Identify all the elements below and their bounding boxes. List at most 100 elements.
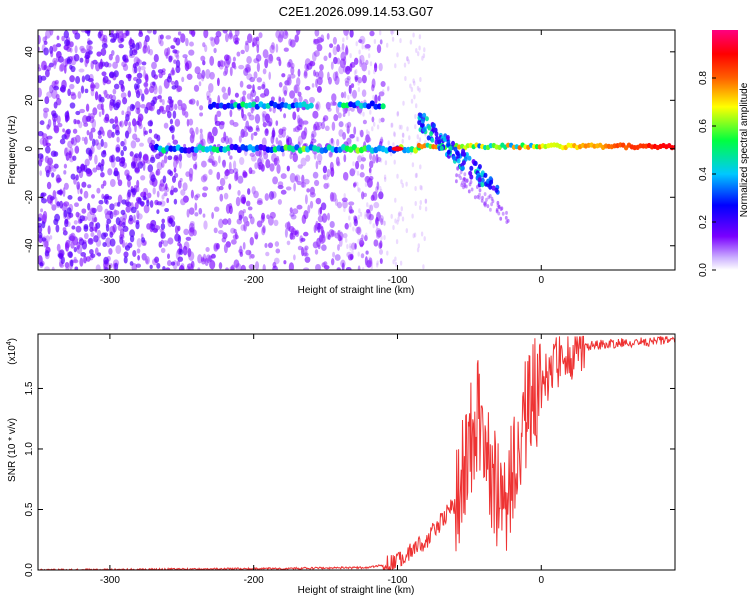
spectrogram-cell (376, 181, 380, 191)
spectrogram-cell (343, 154, 347, 163)
spectrogram-cell (403, 62, 407, 68)
spectrogram-cell (194, 66, 201, 75)
spectrogram-cell (380, 218, 384, 226)
spectrogram-cell (134, 201, 139, 210)
spectrogram-cell (462, 176, 466, 181)
spectrogram-cell (365, 262, 368, 268)
spectrogram-cell (361, 234, 364, 240)
spectrogram-cell (463, 172, 467, 177)
spectrogram-cell (367, 70, 371, 76)
spectrogram-cell (473, 160, 478, 166)
spectrogram-cell (353, 126, 357, 135)
spectrogram-cell (43, 107, 50, 113)
spectrogram-cell (485, 197, 488, 202)
spectrogram-cell (153, 85, 158, 95)
spectrogram-x-label: Height of straight line (km) (298, 285, 415, 296)
spectrogram-cell (368, 213, 374, 221)
spectrogram-cell (430, 137, 435, 143)
spectrogram-cell (462, 185, 465, 190)
spectrogram-cell (134, 122, 137, 133)
spectrogram-cell (217, 60, 221, 68)
spectrogram-cell (354, 243, 357, 250)
spectrogram-cell (115, 217, 121, 226)
spectrogram-cell (127, 189, 132, 198)
spectrogram-cell (422, 127, 426, 133)
spectrogram-cell (135, 107, 141, 115)
spectrogram-cell (47, 225, 51, 235)
spectrogram-cell (325, 101, 331, 110)
spectrogram-cell (80, 48, 87, 54)
spectrogram-cell (244, 125, 248, 132)
spectrogram-cell (323, 115, 329, 122)
spectrogram-cell (286, 165, 290, 172)
spectrogram-cell (92, 167, 98, 173)
spectrogram-cell (102, 34, 108, 43)
spectrogram-cell (112, 61, 118, 69)
spectrogram-cell (345, 35, 349, 41)
spectrogram-cell (48, 62, 54, 68)
spectrogram-cell (202, 42, 206, 48)
spectrogram-cell (315, 197, 322, 205)
spectrogram-cell (340, 91, 345, 99)
spectrogram-cell (390, 213, 393, 219)
spectrogram-cell (306, 188, 311, 193)
spectrogram-cell (355, 69, 358, 74)
spectrogram-cell (418, 137, 422, 143)
spectrogram-cell (342, 37, 345, 43)
spectrogram-cell (118, 43, 124, 49)
spectrogram-cell (43, 64, 47, 70)
spectrogram-cell (343, 30, 350, 37)
spectrogram-cell (343, 56, 347, 66)
spectrogram-cell (355, 136, 359, 142)
spectrogram-cell (198, 81, 202, 87)
spectrogram-cell (354, 76, 358, 83)
spectrogram-cell (254, 113, 261, 124)
spectrogram-cell (295, 229, 300, 238)
snr-x-ticks: -300 -200 -100 0 (100, 334, 544, 586)
spectrogram-cell (156, 108, 161, 115)
spectrogram-cell (355, 226, 361, 234)
spectrogram-cell (263, 152, 269, 160)
spectrogram-cell (104, 89, 108, 99)
spectrogram-cell (396, 111, 399, 117)
spectrogram-cell (368, 204, 371, 210)
spectrogram-cell (126, 175, 133, 181)
spectrogram-cell (72, 155, 77, 161)
spectrogram-cell (121, 221, 126, 228)
spectrogram-cell (120, 156, 126, 164)
spectrogram-cell (190, 189, 194, 199)
spectrogram-cell (137, 161, 144, 169)
spectrogram-cell (380, 188, 383, 194)
spectrogram-cell (357, 186, 360, 192)
spectrogram-cell (379, 157, 383, 163)
spectrogram-cell (359, 54, 365, 65)
spectrogram-cell (415, 48, 418, 53)
spectrogram-cell (162, 266, 166, 270)
spectrogram-cell (115, 129, 120, 136)
spectrogram-cell (369, 170, 372, 176)
spectrogram-cell (478, 195, 481, 200)
spectrogram-cell (154, 256, 160, 264)
spectrogram-cell (225, 267, 229, 270)
spectrogram-cell (348, 201, 355, 206)
spectrogram-cell (136, 248, 141, 254)
spectrogram-cell (281, 151, 285, 157)
spectrogram-cell (457, 173, 461, 178)
x-tick-label: -300 (100, 275, 120, 286)
spectrogram-cell (112, 88, 117, 95)
spectrogram-cell (60, 84, 66, 93)
spectrogram-cell (159, 34, 164, 40)
spectrogram-cell (345, 123, 350, 128)
spectrogram-cell (265, 128, 269, 134)
x-tick-label: -100 (387, 275, 407, 286)
spectrogram-cell (272, 106, 276, 114)
spectrogram-cell (140, 66, 146, 71)
spectrogram-cell (245, 63, 251, 72)
spectrogram-cell (238, 135, 242, 143)
spectrogram-cell (100, 48, 107, 56)
spectrogram-cell (265, 159, 271, 169)
spectrogram-cell (315, 78, 318, 88)
spectrogram-cell (413, 94, 416, 100)
spectrogram-cell (223, 243, 228, 254)
